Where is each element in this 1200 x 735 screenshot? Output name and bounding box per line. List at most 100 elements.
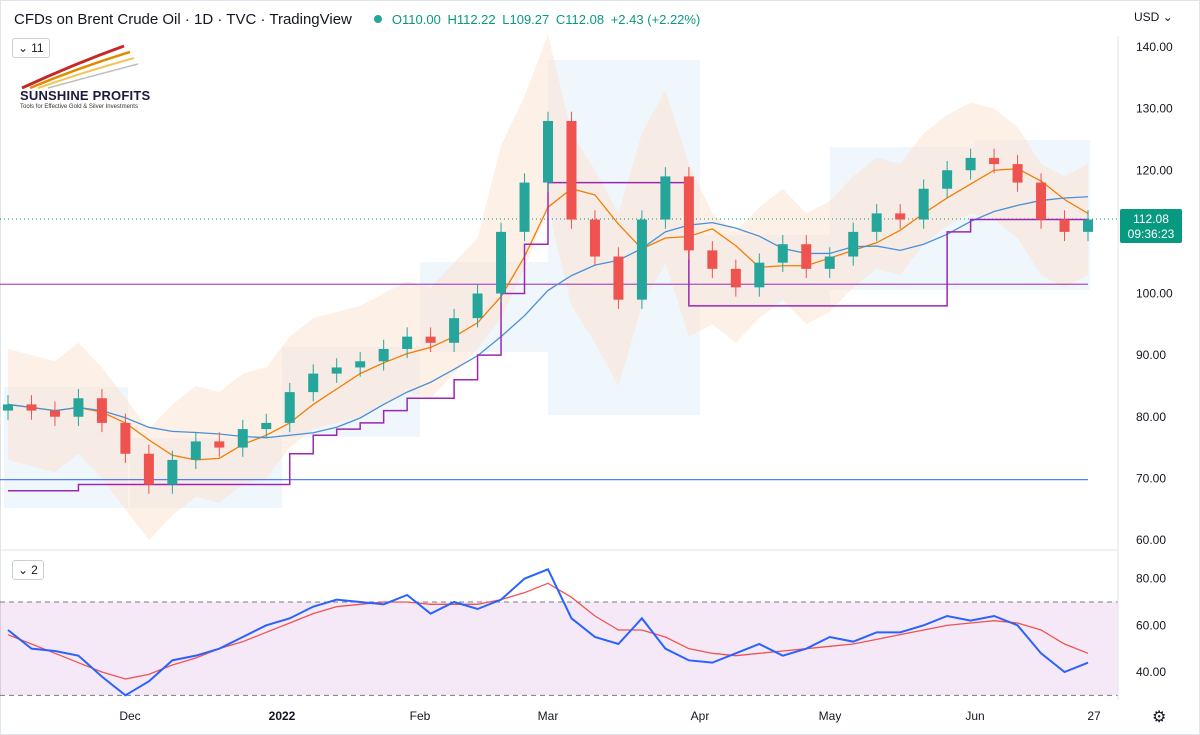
time-tick-label: May [819,709,842,723]
rsi-band-fill [0,602,1118,696]
bollinger-band-fill [8,34,1088,541]
candle-body [261,422,272,430]
price-axis[interactable]: 140.00130.00120.00110.00100.0090.0080.00… [1136,40,1173,547]
change-value: +2.43 (+2.22%) [610,11,701,27]
candle-body [543,120,553,183]
candlestick-series [3,111,1093,494]
candle-body [989,157,1000,165]
candle-body [425,336,436,343]
time-tick-label: Apr [691,709,710,723]
candle-body [754,262,765,288]
candle-body [355,361,366,368]
price-tick-label: 80.00 [1136,410,1166,424]
time-tick-label: 2022 [269,709,296,723]
time-tick-label: Dec [119,709,140,723]
trailing-stop-line [8,181,1088,492]
rsi-tick-label: 80.00 [1136,572,1166,586]
candle-body [777,244,788,263]
candle-body [73,398,84,417]
candle-body [331,367,342,374]
candle-body [824,256,835,269]
slow-ma-line [7,196,1089,439]
candle-body [378,348,389,362]
candle-body [402,336,413,349]
candle-body [190,441,201,460]
chevron-down-icon: ⌄ [18,41,29,55]
candle-body [942,170,953,189]
time-tick-label: 27 [1087,709,1101,723]
ohlc-values: O110.00 H112.22 L109.27 C112.08 +2.43 (+… [392,12,703,27]
candle-body [26,404,37,411]
rsi-tick-label: 40.00 [1136,665,1166,679]
candle-body [1012,164,1023,183]
chart-header: CFDs on Brent Crude Oil · 1D · TVC · Tra… [14,8,703,30]
time-tick-label: Jun [965,709,984,723]
candle-body [660,176,671,220]
logo-tagline: Tools for Effective Gold & Silver Invest… [20,104,138,110]
candle-body [49,410,60,417]
last-price-label: 112.08 09:36:23 [1120,209,1182,243]
symbol-title[interactable]: CFDs on Brent Crude Oil · 1D · TVC · Tra… [14,10,352,28]
time-tick-label: Feb [410,709,431,723]
candle-body [895,213,906,220]
candle-body [214,441,225,448]
candle-body [1036,182,1047,220]
candle-body [871,213,882,232]
candle-body [519,182,530,232]
candle-body [496,231,507,294]
chevron-down-icon: ⌄ [1162,10,1173,24]
candle-body [707,250,718,269]
countdown-value: 09:36:23 [1128,227,1175,241]
price-tick-label: 100.00 [1136,287,1173,301]
candle-body [801,244,812,269]
rsi-signal-line [7,582,1089,680]
candle-body [96,398,107,423]
candle-body [237,429,248,448]
candle-body [472,293,483,319]
candle-body [1059,219,1070,232]
support-resistance-levels [0,218,1118,481]
candle-body [848,231,859,257]
last-price-value: 112.08 [1133,212,1169,226]
candle-body [965,157,976,171]
market-status-icon [373,15,382,23]
candle-body [613,256,624,300]
candle-body [683,176,694,251]
rsi-pane-indicators-toggle[interactable]: ⌄ 2 [12,560,44,580]
candle-body [636,219,647,300]
indicator-count: 2 [31,563,38,577]
price-tick-label: 140.00 [1136,40,1173,54]
price-tick-label: 90.00 [1136,348,1166,362]
low-value: L109.27 [502,11,550,27]
candle-body [730,268,741,288]
candle-body [284,392,295,423]
moving-averages [7,168,1089,492]
close-value: C112.08 [555,11,605,27]
open-value: O110.00 [391,11,441,27]
candle-body [308,373,319,393]
candle-body [566,120,577,220]
candle-body [449,318,460,343]
rsi-line [7,568,1089,697]
price-tick-label: 60.00 [1136,533,1166,547]
candle-body [143,453,154,485]
candle-body [918,188,929,220]
candle-body [1083,219,1093,232]
time-axis[interactable]: Dec 2022 Feb Mar Apr May Jun 27 [119,709,1101,723]
main-pane-indicators-toggle[interactable]: ⌄ 11 [12,38,50,58]
candle-body [589,219,600,257]
chevron-down-icon: ⌄ [18,563,29,577]
price-tick-label: 70.00 [1136,471,1166,485]
logo-swoosh-icon [21,44,139,90]
price-tick-label: 120.00 [1136,163,1173,177]
rsi-tick-label: 60.00 [1136,618,1166,632]
bollinger-band [8,34,1088,541]
gear-icon[interactable]: ⚙ [1152,709,1167,726]
candle-body [120,422,131,454]
time-tick-label: Mar [538,709,559,723]
currency-selector[interactable]: USD ⌄ [1134,10,1173,24]
currency-label: USD [1134,10,1160,24]
logo-name: SUNSHINE PROFITS [20,88,151,103]
price-tick-label: 130.00 [1136,102,1173,116]
